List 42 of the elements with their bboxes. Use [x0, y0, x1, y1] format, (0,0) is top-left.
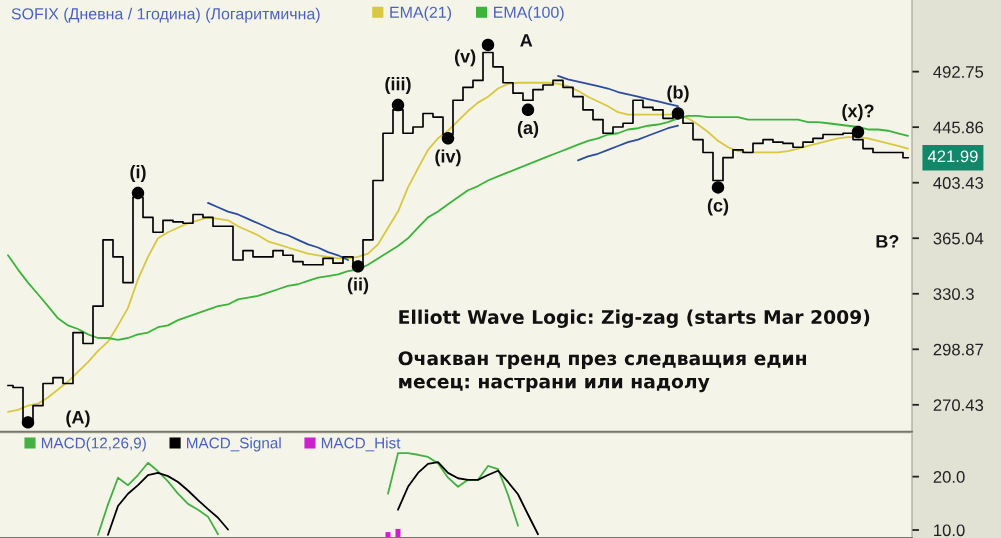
- point: [441, 132, 455, 145]
- chart-title: SOFIX (Дневна / 1година) (Логаритмична): [11, 7, 320, 23]
- point: [711, 181, 725, 194]
- y-tick-label: 492.75: [933, 66, 984, 78]
- legend-label: MACD(12,26,9): [41, 437, 146, 452]
- y-tick-label: 365.04: [933, 232, 984, 245]
- legend-label: MACD_Signal: [187, 437, 281, 452]
- annotation: Elliott Wave Logic: Zig-zag (starts Mar 2009): [399, 309, 870, 328]
- annotation: (v): [454, 49, 476, 67]
- annotation: A: [520, 34, 533, 47]
- annotation: (x)?: [842, 104, 874, 121]
- annotation: Очакван тренд през следващия един месец: настрани или надолу: [398, 351, 806, 393]
- legend-label: MACD_Hist: [321, 437, 401, 452]
- annotation: (ii): [347, 277, 369, 295]
- point: [131, 186, 145, 200]
- data-label: 421.99: [927, 150, 978, 163]
- annotation: (a): [517, 120, 539, 138]
- annotation: (A): [66, 410, 90, 428]
- line-series: [577, 124, 679, 162]
- y-tick-label: 270.43: [933, 399, 984, 412]
- point: [391, 98, 405, 112]
- y-tick-label: 330.3: [933, 288, 974, 300]
- y-tick-label: 10.0: [934, 524, 965, 537]
- point: [21, 416, 35, 429]
- point: [481, 38, 495, 52]
- annotation: (iii): [385, 77, 411, 94]
- y-tick-label: 20.0: [933, 471, 965, 483]
- legend-label: EMA(21): [390, 6, 452, 22]
- annotation: (i): [130, 165, 146, 182]
- y-tick-label: 403.43: [933, 177, 984, 189]
- y-tick-label: 445.86: [933, 121, 984, 134]
- annotation: (c): [707, 198, 729, 216]
- point: [351, 260, 365, 273]
- annotation: (b): [667, 85, 689, 103]
- point: [521, 103, 535, 117]
- y-tick-label: 298.87: [933, 343, 983, 356]
- point: [851, 125, 865, 139]
- legend-label: EMA(100): [494, 6, 564, 22]
- annotation: B?: [876, 234, 899, 248]
- line-series: [207, 202, 349, 261]
- annotation: (iv): [435, 149, 461, 167]
- point: [671, 107, 685, 120]
